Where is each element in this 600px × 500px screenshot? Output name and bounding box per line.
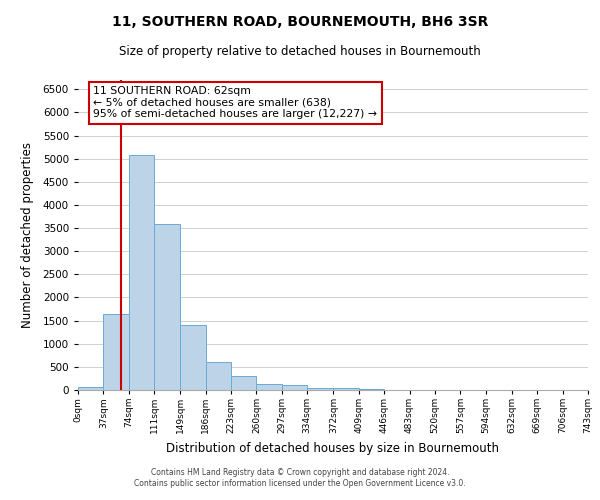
X-axis label: Distribution of detached houses by size in Bournemouth: Distribution of detached houses by size … (167, 442, 499, 454)
Bar (180, 325, 206, 390)
Bar (206, 362, 231, 390)
Bar (154, 224, 180, 390)
Bar (282, 386, 307, 390)
Bar (307, 388, 334, 390)
Text: Size of property relative to detached houses in Bournemouth: Size of property relative to detached ho… (119, 45, 481, 58)
Bar (334, 388, 359, 390)
Bar (78, 386, 103, 390)
Bar (359, 388, 384, 390)
Bar (129, 155, 154, 390)
Bar (231, 376, 256, 390)
Text: 11 SOUTHERN ROAD: 62sqm
← 5% of detached houses are smaller (638)
95% of semi-de: 11 SOUTHERN ROAD: 62sqm ← 5% of detached… (94, 86, 377, 120)
Y-axis label: Number of detached properties: Number of detached properties (22, 142, 34, 328)
Text: Contains HM Land Registry data © Crown copyright and database right 2024.
Contai: Contains HM Land Registry data © Crown c… (134, 468, 466, 487)
Bar (256, 384, 282, 390)
Bar (103, 314, 129, 390)
Text: 11, SOUTHERN ROAD, BOURNEMOUTH, BH6 3SR: 11, SOUTHERN ROAD, BOURNEMOUTH, BH6 3SR (112, 15, 488, 29)
